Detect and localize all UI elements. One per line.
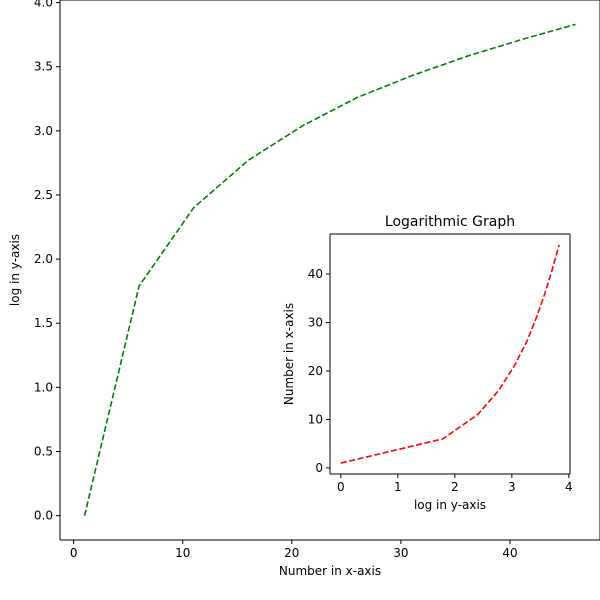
inset-x-tick-label: 4 xyxy=(565,480,573,494)
inset-plot-area xyxy=(330,234,570,474)
main-x-tick-label: 30 xyxy=(393,546,408,560)
main-x-tick-label: 10 xyxy=(175,546,190,560)
inset-x-axis-label: log in y-axis xyxy=(414,498,486,512)
main-y-tick-label: 1.0 xyxy=(34,380,53,394)
inset-y-axis-label: Number in x-axis xyxy=(282,303,296,405)
main-y-axis-label: log in y-axis xyxy=(8,234,22,306)
inset-series-line-0 xyxy=(340,244,560,464)
main-x-tick-label: 20 xyxy=(284,546,299,560)
inset-chart-title: Logarithmic Graph xyxy=(385,214,515,230)
inset-y-tick-label: 20 xyxy=(308,364,323,378)
inset-x-tick-label: 3 xyxy=(508,480,516,494)
main-y-tick-label: 0.5 xyxy=(34,444,53,458)
inset-y-tick-label: 30 xyxy=(308,315,323,329)
inset-x-tick-label: 2 xyxy=(451,480,459,494)
inset-x-tick-label: 0 xyxy=(337,480,345,494)
main-y-tick-label: 0.0 xyxy=(34,509,53,523)
main-y-tick-label: 2.5 xyxy=(34,188,53,202)
main-y-tick-label: 4.0 xyxy=(34,0,53,10)
main-x-tick-label: 40 xyxy=(502,546,517,560)
inset-y-tick-label: 10 xyxy=(308,412,323,426)
inset-y-tick-label: 0 xyxy=(315,461,323,475)
main-y-tick-label: 3.5 xyxy=(34,60,53,74)
main-y-tick-label: 1.5 xyxy=(34,316,53,330)
main-y-tick-label: 3.0 xyxy=(34,124,53,138)
main-y-tick-label: 2.0 xyxy=(34,252,53,266)
inset-x-tick-label: 1 xyxy=(394,480,402,494)
inset-y-tick-label: 40 xyxy=(308,267,323,281)
main-series-line-0 xyxy=(83,23,576,516)
main-x-tick-label: 0 xyxy=(70,546,78,560)
main-x-axis-label: Number in x-axis xyxy=(279,564,381,578)
